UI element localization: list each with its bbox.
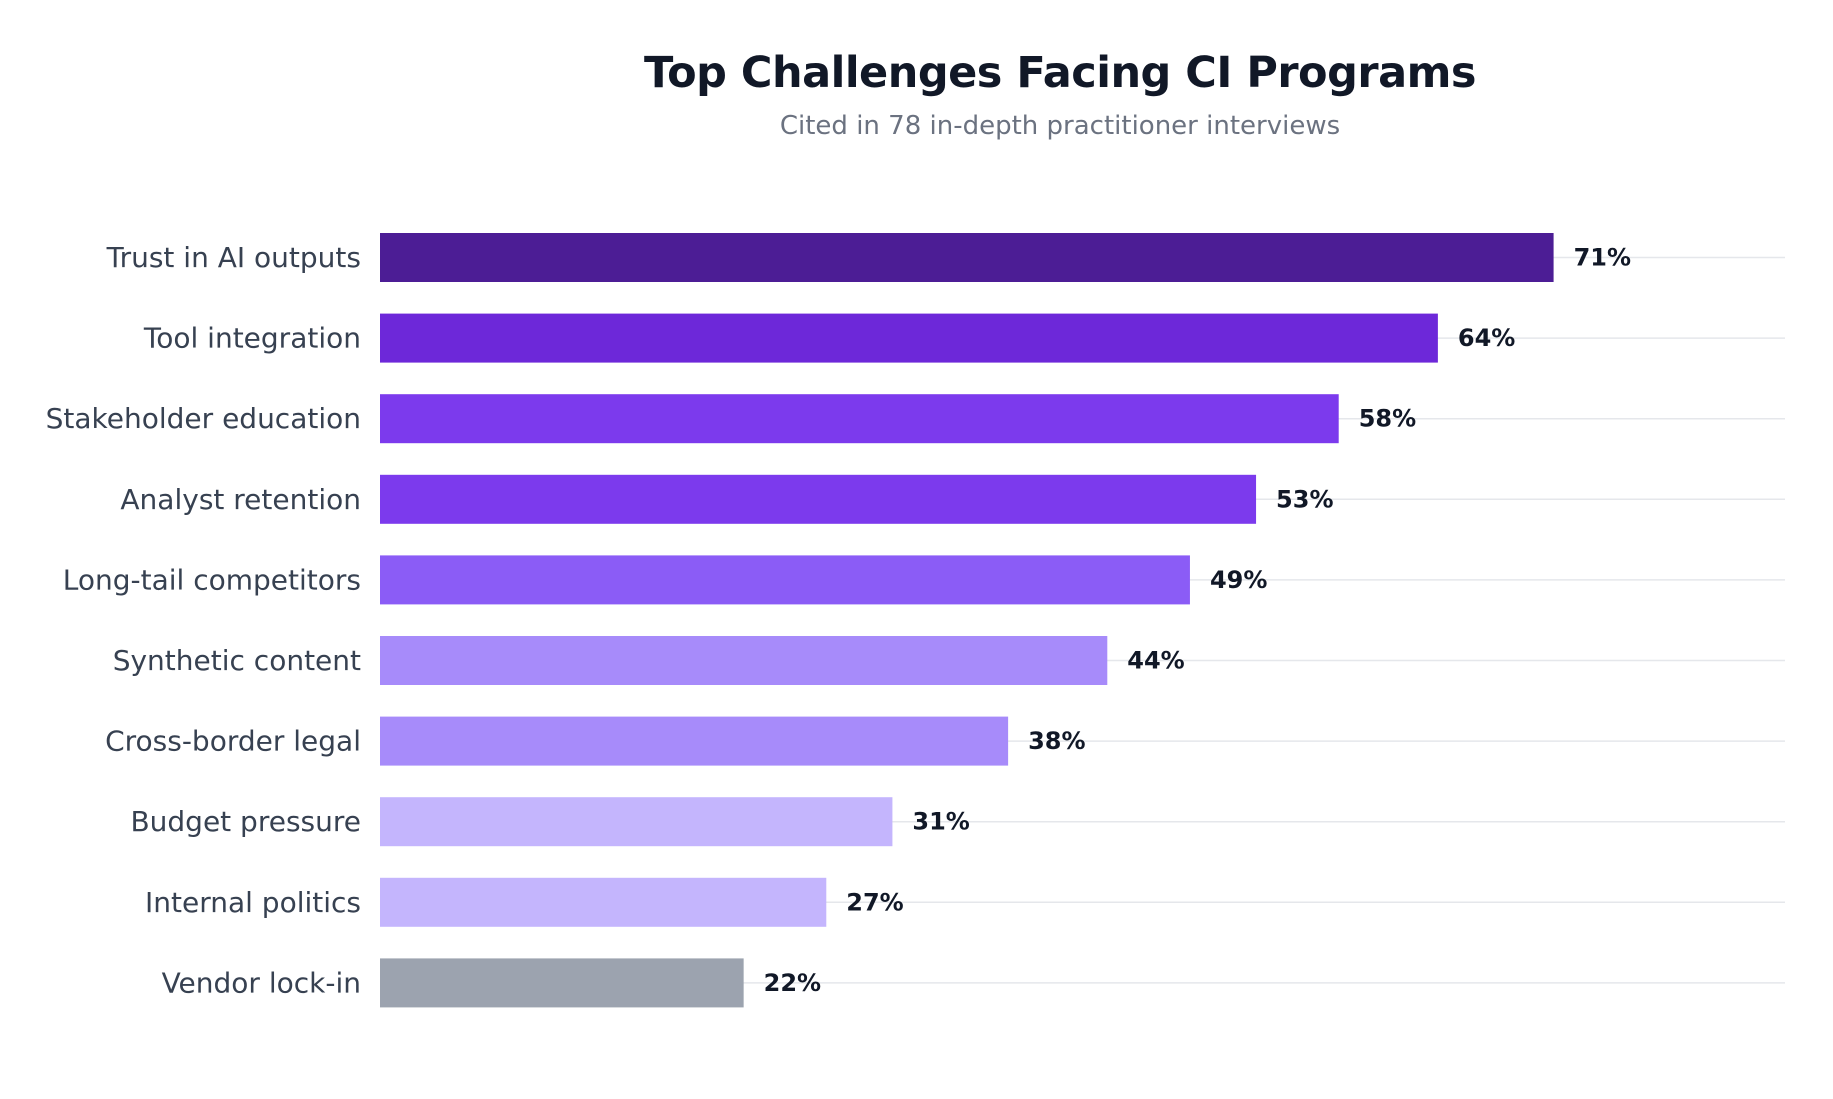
bar [380,716,1009,766]
value-label: 27% [846,888,903,916]
value-label: 71% [1574,244,1631,272]
chart-title: Top Challenges Facing CI Programs [643,48,1477,98]
category-label: Internal politics [145,886,361,919]
category-label: Analyst retention [120,483,361,516]
category-label: Cross-border legal [105,725,361,758]
value-label: 44% [1127,647,1184,675]
category-label: Budget pressure [130,805,361,838]
category-label: Synthetic content [113,644,361,677]
bar [380,636,1108,685]
bar [380,877,827,927]
category-label: Stakeholder education [46,402,361,435]
value-label: 31% [912,808,969,836]
value-label: 38% [1028,727,1085,755]
value-label: 53% [1276,485,1333,513]
value-label: 22% [764,969,821,997]
bar [380,797,893,847]
value-label: 64% [1458,324,1515,352]
chart-subtitle: Cited in 78 in-depth practitioner interv… [779,111,1341,141]
bar [380,233,1554,282]
category-label: Trust in AI outputs [106,241,361,274]
bar [380,555,1190,605]
category-label: Tool integration [143,322,361,355]
bar [380,394,1339,444]
bar [380,313,1438,363]
bar [380,474,1257,524]
value-label: 49% [1210,566,1267,594]
category-label: Long-tail competitors [63,563,361,596]
value-label: 58% [1359,405,1416,433]
bar [380,958,744,1008]
category-label: Vendor lock-in [162,966,361,999]
